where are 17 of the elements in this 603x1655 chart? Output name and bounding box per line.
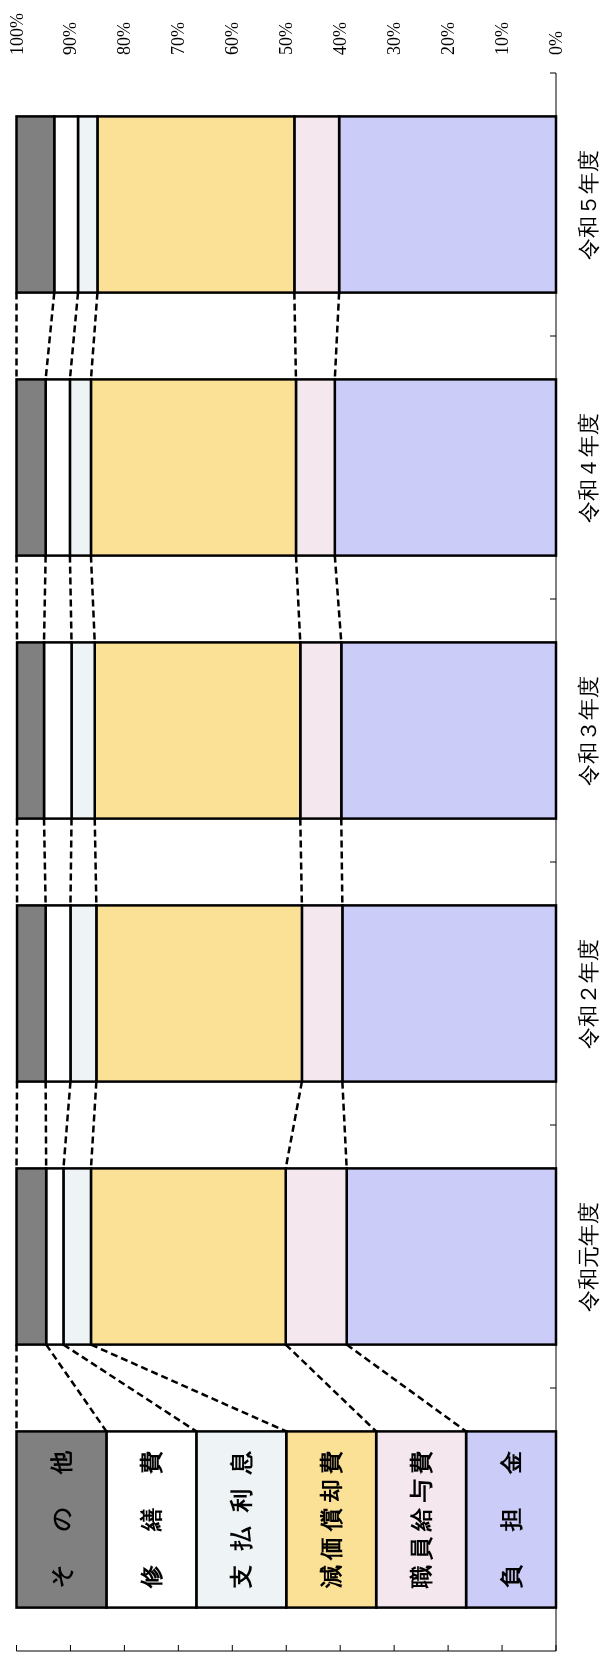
x-tick-label: 30%	[384, 22, 405, 55]
x-tick-label: 100%	[6, 13, 27, 55]
y-tick-label: 令和３年度	[575, 675, 601, 786]
x-tick-label: 40%	[330, 22, 351, 55]
y-tick-label: 令和４年度	[575, 412, 601, 523]
x-tick-label: 90%	[60, 22, 81, 55]
y-tick-label: 令和５年度	[575, 149, 601, 260]
x-tick-label: 60%	[222, 22, 243, 55]
legend: 負担金 職員給与費 減価償却費 支払利息 修繕費 その他	[15, 1343, 558, 1609]
x-tick-label: 70%	[168, 22, 189, 55]
x-tick-label: 0%	[546, 31, 566, 55]
x-tick-label: 50%	[276, 22, 297, 55]
x-tick-label: 20%	[438, 22, 459, 55]
x-tick-label: 10%	[492, 22, 513, 55]
y-tick-label: 令和２年度	[575, 938, 601, 1049]
y-tick-label: 令和元年度	[575, 1201, 601, 1312]
x-tick-label: 80%	[114, 22, 135, 55]
